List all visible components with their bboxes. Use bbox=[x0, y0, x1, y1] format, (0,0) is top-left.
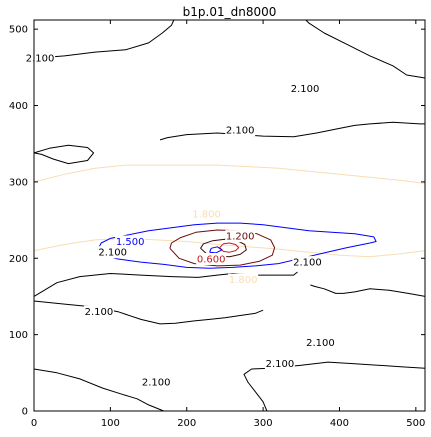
contour-label-background bbox=[305, 336, 336, 349]
contour-label: 1.200 bbox=[226, 232, 255, 243]
contour-line bbox=[33, 237, 426, 258]
x-tick-label: 400 bbox=[330, 418, 349, 429]
contour-label: 1.500 bbox=[116, 237, 145, 248]
contour-label-background bbox=[225, 124, 256, 136]
contour-label-background bbox=[191, 208, 222, 220]
x-tick-label: 300 bbox=[254, 418, 273, 429]
contour-lines bbox=[33, 19, 426, 412]
axis-ticks: 0 100 200 300 400 500 0 100 200 300 400 500 bbox=[9, 20, 425, 429]
contour-label-background bbox=[83, 305, 114, 318]
contour-label: 1.800 bbox=[229, 275, 258, 286]
contour-line bbox=[209, 246, 223, 254]
contour-label-background bbox=[141, 376, 172, 388]
contour-label: 2.100 bbox=[85, 307, 114, 318]
y-tick-label: 300 bbox=[9, 177, 28, 188]
x-tick-label: 500 bbox=[406, 418, 425, 429]
y-tick-label: 400 bbox=[9, 101, 28, 112]
contour-line bbox=[33, 144, 95, 165]
contour-label-background bbox=[264, 357, 295, 370]
contour-line bbox=[219, 242, 240, 253]
y-tick-label: 100 bbox=[9, 330, 28, 341]
contour-label-background bbox=[115, 235, 146, 248]
contour-label: 2.100 bbox=[26, 54, 55, 65]
y-tick-label: 200 bbox=[9, 254, 28, 265]
contour-line bbox=[33, 164, 426, 184]
contour-label-background bbox=[97, 246, 128, 259]
x-tick-label: 0 bbox=[31, 418, 37, 429]
plot-frame bbox=[33, 19, 426, 412]
contour-label: 2.100 bbox=[142, 378, 171, 389]
contour-label: 2.100 bbox=[98, 248, 127, 259]
contour-label-background bbox=[292, 256, 323, 269]
contour-label: 2.100 bbox=[306, 338, 335, 349]
contour-line bbox=[33, 368, 164, 412]
contour-label: 2.100 bbox=[266, 359, 295, 370]
contour-line bbox=[310, 284, 426, 297]
contour-label: 2.100 bbox=[291, 84, 320, 95]
y-tick-label: 0 bbox=[22, 407, 28, 418]
x-tick-label: 200 bbox=[177, 418, 196, 429]
contour-line bbox=[305, 19, 426, 79]
contour-label: 0.600 bbox=[197, 255, 226, 266]
contour-label-background bbox=[225, 230, 256, 243]
contour-labels: 2.100 2.100 2.100 2.100 2.100 2.100 2.100 2.100… bbox=[25, 52, 336, 389]
contour-label-background bbox=[228, 273, 259, 286]
contour-line bbox=[33, 19, 175, 59]
y-tick-label: 500 bbox=[9, 25, 28, 36]
contour-label-background bbox=[290, 82, 321, 95]
contour-label: 2.100 bbox=[226, 126, 255, 137]
contour-line bbox=[97, 222, 377, 269]
contour-line bbox=[159, 121, 425, 141]
contour-line bbox=[33, 271, 298, 297]
x-tick-label: 100 bbox=[101, 418, 120, 429]
contour-label-background bbox=[25, 52, 56, 65]
contour-label-background bbox=[196, 253, 227, 265]
chart-title: b1p.01_dn8000 bbox=[183, 5, 277, 19]
contour-label: 1.800 bbox=[192, 210, 221, 221]
contour-label: 2.100 bbox=[293, 258, 322, 269]
